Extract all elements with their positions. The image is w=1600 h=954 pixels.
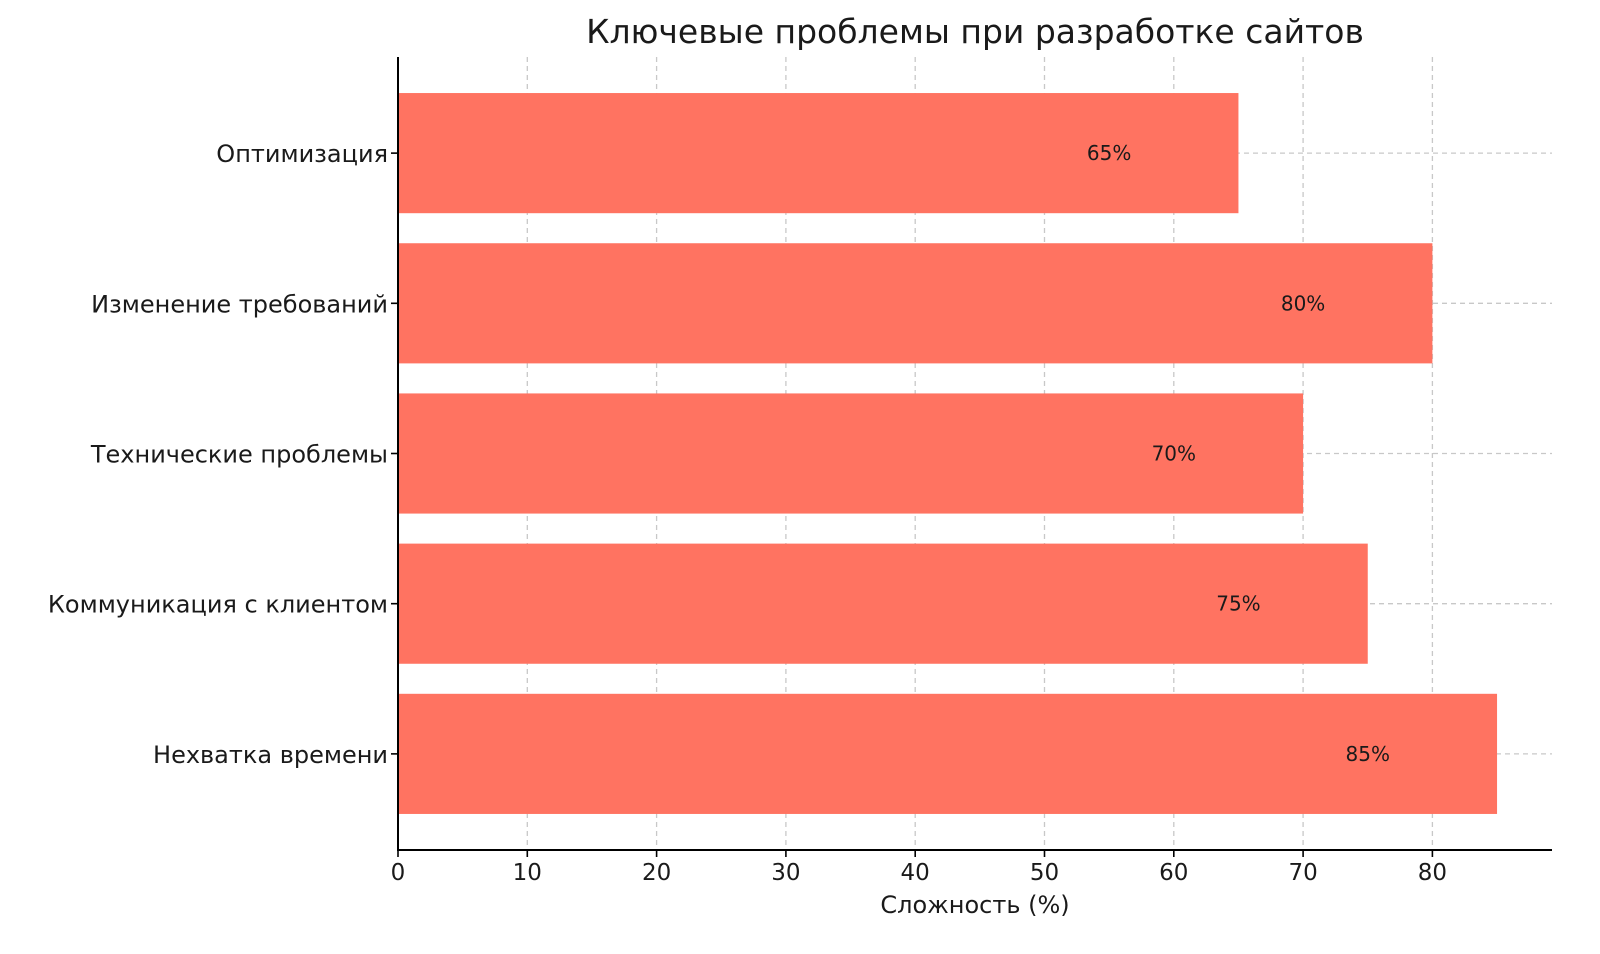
x-tick-label: 30 bbox=[771, 860, 800, 886]
data-label: 65% bbox=[1087, 141, 1131, 165]
x-tick-label: 0 bbox=[391, 860, 406, 886]
bar bbox=[398, 93, 1239, 214]
bar bbox=[398, 543, 1368, 664]
data-label: 85% bbox=[1346, 742, 1390, 766]
y-tick-label: Нехватка времени bbox=[153, 741, 388, 769]
data-label: 75% bbox=[1216, 592, 1260, 616]
x-tick-label: 80 bbox=[1418, 860, 1447, 886]
data-label: 70% bbox=[1152, 442, 1196, 466]
y-tick-label: Изменение требований bbox=[91, 290, 388, 318]
x-tick-label: 20 bbox=[642, 860, 671, 886]
y-tick-label: Технические проблемы bbox=[90, 441, 388, 469]
data-labels: 85% 75% 70% 80% 65% bbox=[1087, 141, 1390, 766]
bar bbox=[398, 393, 1304, 514]
x-tick-label: 10 bbox=[513, 860, 542, 886]
chart-title: Ключевые проблемы при разработке сайтов bbox=[586, 12, 1364, 51]
bar bbox=[398, 243, 1433, 364]
x-tick-label: 60 bbox=[1159, 860, 1188, 886]
axes: 0 10 20 30 40 50 60 70 80 Нехватка времени Коммуни… bbox=[48, 57, 1552, 886]
bar bbox=[398, 693, 1498, 814]
y-tick-label: Оптимизация bbox=[216, 140, 388, 168]
y-tick-label: Коммуникация с клиентом bbox=[48, 591, 388, 619]
x-tick-label: 70 bbox=[1288, 860, 1317, 886]
x-axis-label: Сложность (%) bbox=[880, 891, 1069, 919]
x-tick-label: 50 bbox=[1030, 860, 1059, 886]
x-tick-label: 40 bbox=[901, 860, 930, 886]
data-label: 80% bbox=[1281, 291, 1325, 315]
bars bbox=[398, 93, 1498, 814]
